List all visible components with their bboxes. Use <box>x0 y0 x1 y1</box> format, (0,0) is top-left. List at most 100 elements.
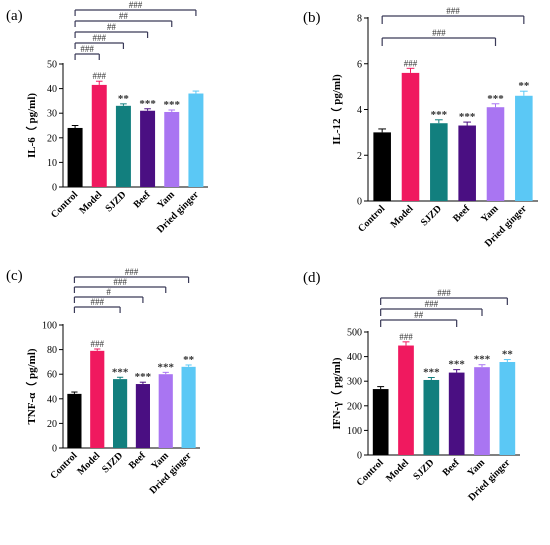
bar <box>398 345 414 455</box>
significance-label: *** <box>423 367 440 379</box>
x-tick-label: Model <box>389 203 416 230</box>
y-tick-label: 500 <box>347 328 362 339</box>
bar <box>499 362 516 455</box>
bar <box>372 389 389 455</box>
significance-label: *** <box>448 359 465 371</box>
y-tick-label: 0 <box>52 183 57 194</box>
bracket-label: ### <box>129 0 143 10</box>
y-tick-label: 30 <box>47 109 57 120</box>
significance-label: ** <box>502 349 514 361</box>
significance-label: ### <box>93 71 107 81</box>
bar <box>67 393 82 448</box>
panel-label: (c) <box>6 268 23 284</box>
bar <box>115 105 131 187</box>
bracket-label: ### <box>93 33 107 43</box>
bar <box>458 125 476 201</box>
x-tick-label: Beef <box>132 189 154 211</box>
significance-label: ** <box>518 80 530 92</box>
bracket-label: ### <box>437 288 451 298</box>
x-tick-label: Control <box>355 457 386 488</box>
significance-label: *** <box>487 93 504 105</box>
bar <box>188 93 204 187</box>
bracket-label: ## <box>119 11 129 21</box>
y-tick-label: 200 <box>347 401 362 412</box>
bar <box>181 366 196 448</box>
x-tick-label: SJZD <box>419 203 444 228</box>
x-tick-label: Dried ginger <box>148 450 194 496</box>
x-tick-label: SJZD <box>411 457 436 482</box>
y-axis-label: IL-6（ pg/ml) <box>25 93 38 158</box>
y-axis-label: IL-12（ pg/ml) <box>330 74 343 145</box>
bar <box>158 374 173 448</box>
x-tick-label: Yam <box>479 203 501 225</box>
significance-label: *** <box>431 109 448 121</box>
bracket-label: # <box>106 287 111 297</box>
bracket-label: ### <box>425 299 439 309</box>
y-tick-label: 50 <box>47 60 57 71</box>
x-tick-label: Model <box>75 450 102 477</box>
y-tick-label: 100 <box>347 426 362 437</box>
significance-label: ### <box>399 332 413 342</box>
bracket-label: ### <box>125 267 139 277</box>
bar <box>90 350 105 448</box>
bracket-label: ### <box>446 6 460 16</box>
panel-d: (d) 0 100 200 300 400 500 IFN-γ（ pg/ml) Control #… <box>303 270 520 503</box>
y-tick-label: 0 <box>357 451 362 462</box>
y-tick-label: 20 <box>47 133 57 144</box>
bracket-label: ### <box>80 44 94 54</box>
y-tick-label: 20 <box>47 419 57 430</box>
y-tick-label: 0 <box>357 197 362 208</box>
significance-label: *** <box>139 98 156 110</box>
y-tick-label: 40 <box>47 84 57 95</box>
bracket-label: ## <box>107 22 117 32</box>
y-tick-label: 60 <box>47 370 57 381</box>
significance-label: ** <box>118 93 130 105</box>
y-tick-label: 8 <box>357 14 362 25</box>
y-tick-label: 40 <box>47 394 57 405</box>
panel-b: (b) 0 2 4 6 8 IL-12（ pg/ml) Control ### Model *** S… <box>303 6 538 249</box>
y-tick-label: 2 <box>357 151 362 162</box>
bar <box>373 132 391 201</box>
significance-label: *** <box>459 111 476 123</box>
x-tick-label: SJZD <box>100 450 125 475</box>
y-tick-label: 10 <box>47 158 57 169</box>
bar <box>448 372 465 455</box>
bar <box>135 384 150 448</box>
y-axis-label: IFN-γ（ pg/ml) <box>330 357 343 429</box>
x-tick-label: Model <box>77 189 104 216</box>
bar <box>430 123 448 201</box>
significance-label: *** <box>474 354 491 366</box>
bar <box>486 107 505 201</box>
y-tick-label: 0 <box>52 444 57 455</box>
significance-label: ### <box>404 58 418 68</box>
x-tick-label: Control <box>356 203 387 234</box>
bar <box>91 84 107 187</box>
bar <box>423 379 440 455</box>
y-tick-label: 400 <box>347 352 362 363</box>
panel-c: (c) 0 20 40 60 80 100 TNF-α（ pg/ml) Control ### Mo… <box>6 267 200 496</box>
bracket-label: ### <box>432 28 446 38</box>
bracket-label: ### <box>113 277 127 287</box>
bracket-label: ### <box>91 297 105 307</box>
y-axis-label: TNF-α（ pg/ml) <box>25 348 38 424</box>
panel-label: (d) <box>303 270 321 286</box>
significance-label: ### <box>91 339 105 349</box>
y-tick-label: 80 <box>47 345 57 356</box>
x-tick-label: Control <box>48 450 79 481</box>
x-tick-label: Beef <box>451 203 473 225</box>
bar <box>164 111 180 187</box>
x-tick-label: Control <box>49 189 80 220</box>
y-tick-label: 300 <box>347 377 362 388</box>
y-tick-label: 100 <box>42 321 57 332</box>
bracket-label: ## <box>414 310 424 320</box>
y-tick-label: 6 <box>357 59 362 70</box>
significance-label: *** <box>164 99 181 111</box>
significance-label: *** <box>158 361 175 373</box>
bar <box>515 95 533 201</box>
panel-a: (a) 0 10 20 30 40 50 IL-6（ pg/ml) Control ### Mode… <box>6 0 208 235</box>
significance-label: ** <box>183 354 195 366</box>
bar <box>140 110 156 187</box>
x-tick-label: Yam <box>466 457 488 479</box>
x-tick-label: Beef <box>127 450 149 472</box>
x-tick-label: SJZD <box>103 189 128 214</box>
